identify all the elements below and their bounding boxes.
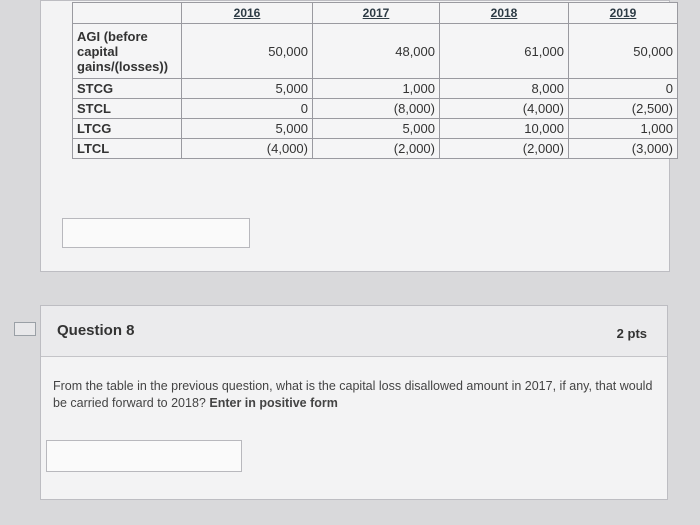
table-cell: 8,000 — [439, 78, 569, 99]
row-label: AGI (before capital gains/(losses)) — [72, 23, 182, 79]
table-cell: (8,000) — [312, 98, 440, 119]
row-label: STCG — [72, 78, 182, 99]
table-cell: 50,000 — [568, 23, 678, 79]
capital-gains-table: 2016 2017 2018 2019 AGI (before capital … — [72, 2, 678, 159]
question-title: Question 8 — [57, 322, 135, 339]
table-cell: (2,000) — [312, 138, 440, 159]
table-cell: 10,000 — [439, 118, 569, 139]
table-row: STCL 0 (8,000) (4,000) (2,500) — [72, 98, 678, 119]
table-cell: 50,000 — [181, 23, 313, 79]
table-row: AGI (before capital gains/(losses)) 50,0… — [72, 23, 678, 79]
table-header-cell: 2019 — [568, 2, 678, 24]
table-cell: 0 — [181, 98, 313, 119]
table-cell: (4,000) — [439, 98, 569, 119]
table-row: LTCG 5,000 5,000 10,000 1,000 — [72, 118, 678, 139]
table-cell: (4,000) — [181, 138, 313, 159]
answer-input[interactable] — [46, 440, 242, 472]
table-cell: 5,000 — [181, 78, 313, 99]
table-cell: 1,000 — [568, 118, 678, 139]
table-cell: 0 — [568, 78, 678, 99]
question-emphasis: Enter in positive form — [209, 396, 338, 410]
table-header-cell: 2016 — [181, 2, 313, 24]
table-header-cell — [72, 2, 182, 24]
table-cell: 5,000 — [181, 118, 313, 139]
row-label: LTCL — [72, 138, 182, 159]
table-cell: 1,000 — [312, 78, 440, 99]
flag-question-icon[interactable] — [14, 322, 36, 336]
table-cell: 5,000 — [312, 118, 440, 139]
row-label: LTCG — [72, 118, 182, 139]
question-header: Question 8 2 pts — [41, 306, 667, 357]
table-cell: 61,000 — [439, 23, 569, 79]
table-header-row: 2016 2017 2018 2019 — [72, 2, 678, 24]
table-cell: (2,500) — [568, 98, 678, 119]
question-text: From the table in the previous question,… — [53, 378, 653, 412]
table-cell: 48,000 — [312, 23, 440, 79]
table-cell: (3,000) — [568, 138, 678, 159]
row-label: STCL — [72, 98, 182, 119]
table-header-cell: 2017 — [312, 2, 440, 24]
previous-answer-input[interactable] — [62, 218, 250, 248]
question-points: 2 pts — [616, 326, 647, 341]
table-header-cell: 2018 — [439, 2, 569, 24]
table-cell: (2,000) — [439, 138, 569, 159]
table-row: LTCL (4,000) (2,000) (2,000) (3,000) — [72, 138, 678, 159]
question-body: From the table in the previous question,… — [53, 379, 653, 410]
table-row: STCG 5,000 1,000 8,000 0 — [72, 78, 678, 99]
